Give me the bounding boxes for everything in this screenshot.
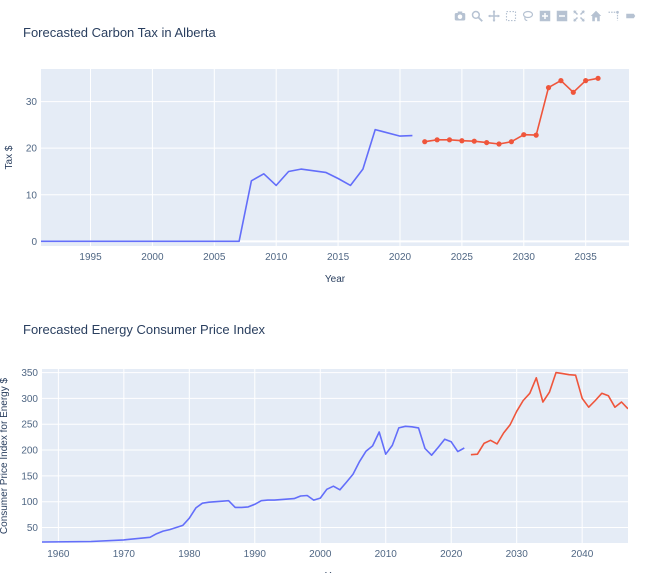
carbon-tax-chart: Forecasted Carbon Tax in Alberta 1995 2000…: [4, 25, 629, 285]
series-line: [470, 371, 628, 456]
autoscale-button[interactable]: [571, 8, 586, 23]
data-point[interactable]: [459, 138, 465, 144]
series-line: [41, 128, 413, 243]
spike-button[interactable]: [605, 8, 620, 23]
lasso-button[interactable]: [520, 8, 535, 23]
y-axis-label: Consumer Price Index for Energy $: [0, 377, 10, 534]
data-point[interactable]: [471, 138, 477, 144]
autoscale-icon: [572, 9, 585, 22]
data-point[interactable]: [521, 132, 527, 138]
chart-title: Forecasted Energy Consumer Price Index: [23, 322, 266, 337]
zoom-in-icon: [539, 10, 550, 21]
camera-icon: [454, 11, 465, 20]
x-tick-label: 2000: [141, 252, 164, 263]
zoom-in-button[interactable]: [537, 8, 552, 23]
x-tick-label: 1960: [47, 549, 70, 560]
x-tick-label: 2020: [389, 252, 412, 263]
x-tick-label: 1970: [113, 549, 136, 560]
pan-button[interactable]: [486, 8, 501, 23]
data-point[interactable]: [496, 141, 502, 147]
y-tick-label: 250: [21, 420, 38, 431]
chart-title: Forecasted Carbon Tax in Alberta: [23, 25, 216, 40]
y-tick-label: 10: [26, 190, 38, 201]
x-tick-label: 2020: [440, 549, 463, 560]
home-button[interactable]: [588, 8, 603, 23]
y-tick-label: 0: [31, 237, 37, 248]
x-tick-label: 2040: [571, 549, 594, 560]
lasso-icon: [522, 10, 533, 21]
x-tick-label: 2030: [506, 549, 529, 560]
plot-area[interactable]: [41, 69, 629, 246]
spike-icon: [608, 10, 619, 20]
data-point[interactable]: [508, 139, 514, 145]
y-tick-label: 350: [21, 368, 38, 379]
x-tick-label: 2005: [203, 252, 226, 263]
y-tick-label: 100: [21, 497, 38, 508]
series-line: [42, 425, 465, 543]
data-point[interactable]: [434, 137, 440, 143]
zoom-icon: [471, 10, 483, 22]
x-tick-label: 1995: [79, 252, 102, 263]
pan-icon: [487, 9, 500, 22]
x-tick-label: 2025: [451, 252, 474, 263]
series-0: [42, 425, 465, 543]
energy-cpi-chart: Forecasted Energy Consumer Price Index 19…: [0, 322, 628, 573]
data-point[interactable]: [583, 78, 589, 84]
zoom-button[interactable]: [469, 8, 484, 23]
hover-button[interactable]: [622, 8, 637, 23]
box-select-button[interactable]: [503, 8, 518, 23]
data-point[interactable]: [533, 132, 539, 138]
y-tick-label: 200: [21, 446, 38, 457]
series-0: [41, 128, 413, 243]
box-select-icon: [505, 10, 516, 21]
data-point[interactable]: [446, 137, 453, 143]
x-tick-label: 2010: [265, 252, 288, 263]
x-axis-label: Year: [325, 571, 346, 573]
x-tick-label: 2010: [375, 549, 398, 560]
data-point[interactable]: [484, 139, 490, 146]
series-1: [422, 75, 601, 147]
x-axis-label: Year: [325, 274, 346, 285]
series-1: [470, 371, 628, 456]
data-point[interactable]: [595, 75, 601, 81]
x-tick-label: 2035: [575, 252, 598, 263]
plot-area[interactable]: [42, 369, 628, 543]
data-point[interactable]: [422, 139, 428, 145]
data-point[interactable]: [570, 89, 576, 95]
y-axis-label: Tax $: [4, 145, 15, 169]
y-tick-label: 20: [26, 144, 38, 155]
x-tick-label: 1980: [178, 549, 201, 560]
home-icon: [590, 10, 601, 21]
x-tick-label: 2030: [513, 252, 536, 263]
data-point[interactable]: [558, 78, 564, 84]
hover-icon: [625, 13, 635, 18]
y-tick-label: 50: [27, 523, 39, 534]
data-point[interactable]: [545, 85, 552, 91]
x-tick-label: 2000: [309, 549, 332, 560]
y-tick-label: 30: [26, 97, 38, 108]
x-tick-label: 1990: [244, 549, 267, 560]
y-tick-label: 150: [21, 471, 38, 482]
camera-button[interactable]: [452, 8, 467, 23]
modebar: [452, 8, 637, 23]
zoom-out-icon: [556, 10, 567, 21]
zoom-out-button[interactable]: [554, 8, 569, 23]
y-tick-label: 300: [21, 394, 38, 405]
x-tick-label: 2015: [327, 252, 350, 263]
